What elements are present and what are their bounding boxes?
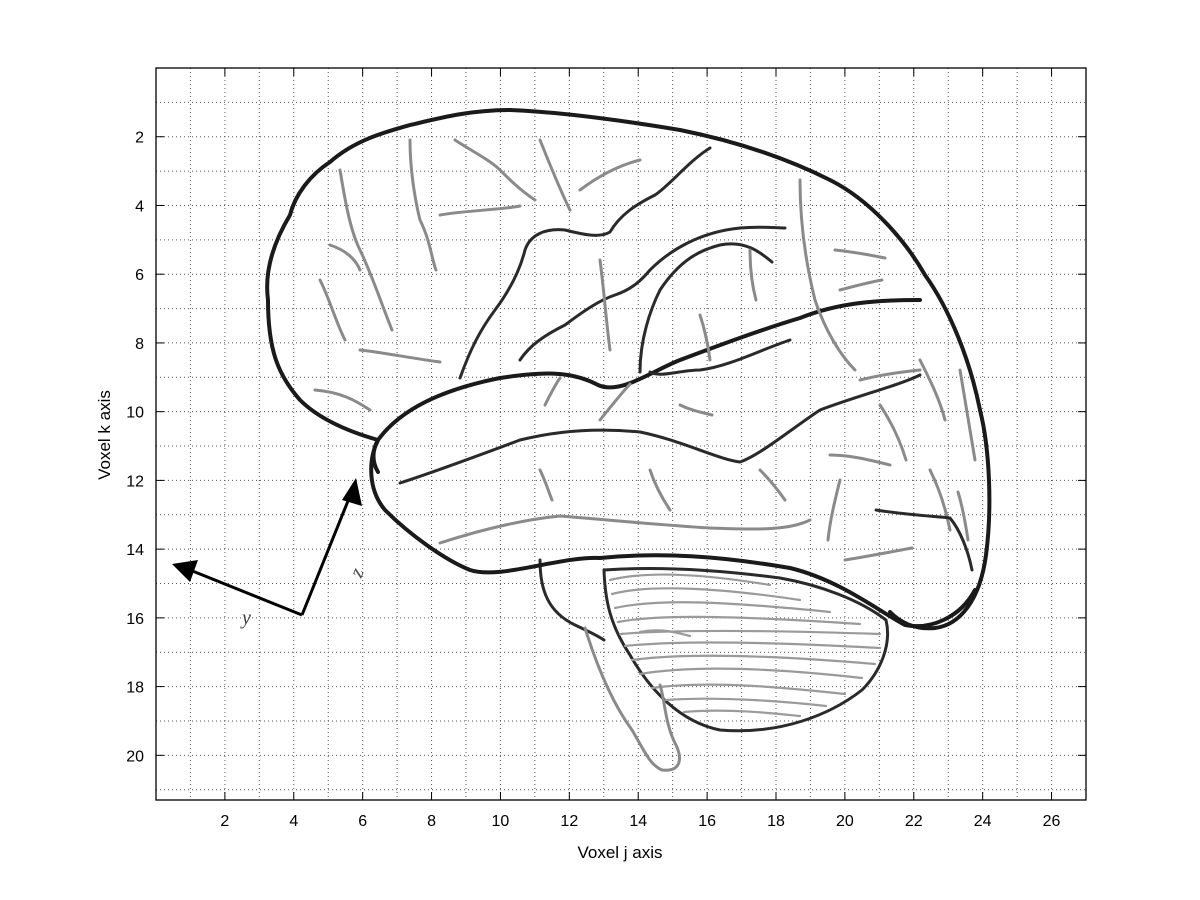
- y-tick-label: 18: [126, 680, 144, 697]
- x-tick-label: 14: [629, 813, 647, 830]
- x-tick-label: 18: [767, 813, 785, 830]
- y-axis-label: y: [240, 607, 251, 629]
- z-axis-arrowhead: [342, 478, 362, 506]
- x-tick-label: 2: [220, 813, 229, 830]
- x-axis-ticks: 2 4 6 8 10 12 14 16 18 20 22 24 26: [220, 68, 1061, 830]
- y-axis-arrow-line: [189, 568, 303, 617]
- y-tick-label: 8: [135, 336, 144, 353]
- x-tick-label: 12: [560, 813, 578, 830]
- cerebellum: [602, 566, 889, 733]
- x-axis-label: Voxel j axis: [577, 843, 662, 862]
- cerebrum-outline: [265, 108, 992, 631]
- z-axis-arrow-line: [300, 495, 352, 616]
- x-tick-label: 26: [1043, 813, 1061, 830]
- y-tick-label: 10: [126, 405, 144, 422]
- y-axis-label-text: Voxel k axis: [95, 390, 114, 480]
- grid-lines: [156, 68, 1086, 800]
- x-tick-label: 24: [974, 813, 992, 830]
- y-axis-ticks: 2 4 6 8 10 12 14 16 18 20: [126, 130, 1086, 765]
- x-tick-label: 4: [289, 813, 298, 830]
- x-tick-label: 20: [836, 813, 854, 830]
- x-tick-label: 6: [358, 813, 367, 830]
- brainstem: [538, 558, 681, 772]
- x-tick-label: 16: [698, 813, 716, 830]
- y-tick-label: 2: [135, 130, 144, 147]
- y-axis-arrowhead: [172, 560, 198, 582]
- y-tick-label: 4: [135, 198, 144, 215]
- x-tick-label: 8: [427, 813, 436, 830]
- plot-area-frame: [155, 67, 1087, 801]
- y-tick-label: 12: [126, 473, 144, 490]
- x-tick-label: 10: [492, 813, 510, 830]
- cortical-sulci: [313, 138, 977, 572]
- y-tick-label: 16: [126, 611, 144, 628]
- y-tick-label: 6: [135, 267, 144, 284]
- x-tick-label: 22: [905, 813, 923, 830]
- y-tick-label: 14: [126, 542, 144, 559]
- brain-illustration: [265, 108, 992, 772]
- y-tick-label: 20: [126, 748, 144, 765]
